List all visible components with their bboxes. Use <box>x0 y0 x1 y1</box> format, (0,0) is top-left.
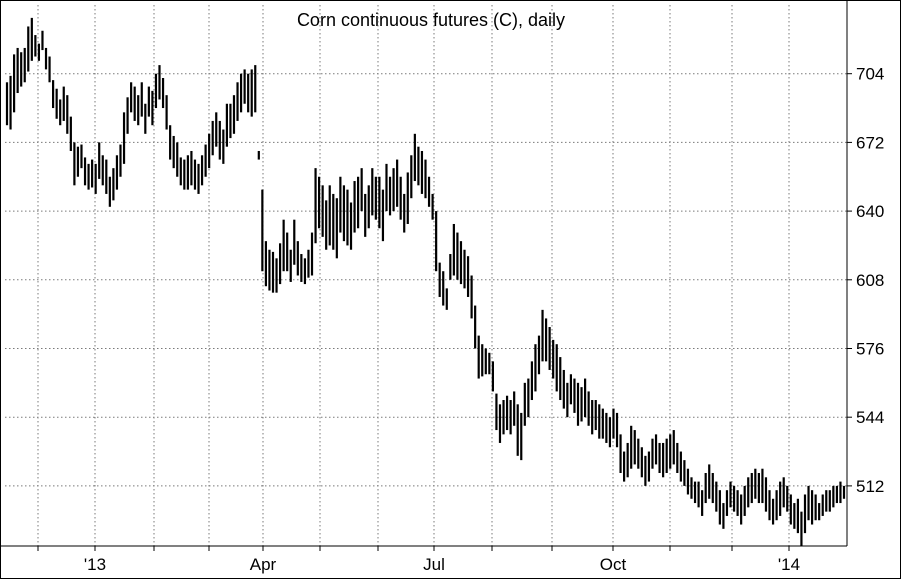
x-tick-label: '13 <box>84 555 106 574</box>
y-tick-label: 544 <box>856 408 884 427</box>
tick-labels: 704 672 640 608 576 544 512 '13 Apr Jul Oct '14 <box>84 65 884 574</box>
y-tick-label: 640 <box>856 202 884 221</box>
y-tick-label: 576 <box>856 339 884 358</box>
y-tick-label: 672 <box>856 133 884 152</box>
grid-layer <box>5 5 847 546</box>
axes <box>1 1 852 551</box>
x-tick-label: Apr <box>250 555 277 574</box>
y-tick-label: 608 <box>856 271 884 290</box>
x-tick-label: Jul <box>423 555 445 574</box>
y-tick-label: 704 <box>856 65 884 84</box>
y-tick-label: 512 <box>856 477 884 496</box>
price-bars <box>5 17 846 546</box>
x-tick-label: Oct <box>600 555 627 574</box>
x-tick-label: '14 <box>778 555 800 574</box>
chart-title: Corn continuous futures (C), daily <box>297 10 565 30</box>
